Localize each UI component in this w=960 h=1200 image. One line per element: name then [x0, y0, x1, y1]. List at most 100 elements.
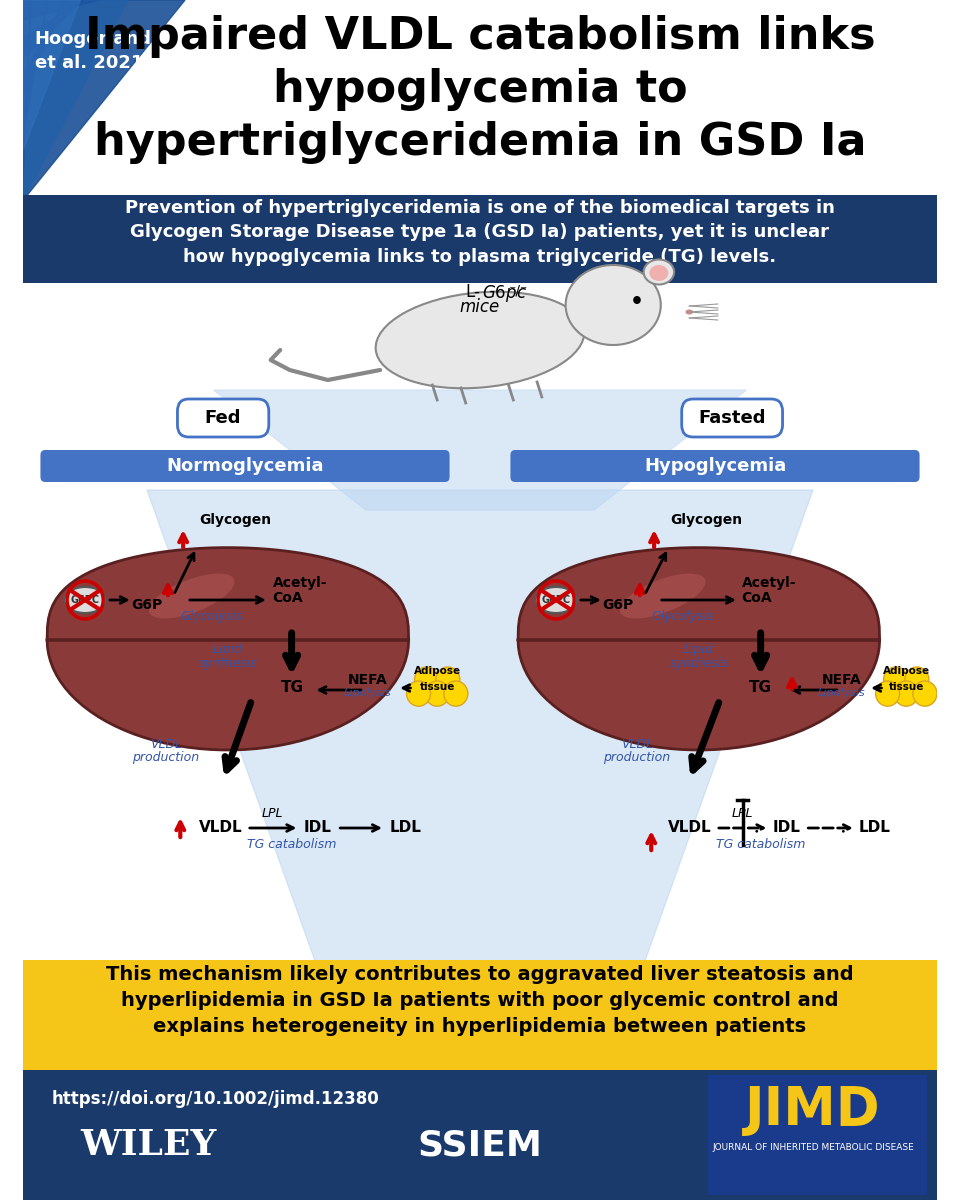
- FancyBboxPatch shape: [40, 450, 449, 482]
- Text: G6PC: G6PC: [541, 595, 570, 605]
- Text: Prevention of hypertriglyceridemia is one of the biomedical targets in
Glycogen : Prevention of hypertriglyceridemia is on…: [125, 199, 835, 265]
- Text: CoA: CoA: [742, 590, 772, 605]
- Text: VLDL: VLDL: [150, 738, 182, 751]
- Text: Acetyl-: Acetyl-: [742, 576, 796, 590]
- Text: Lipolysis: Lipolysis: [344, 688, 392, 698]
- Text: Normoglycemia: Normoglycemia: [166, 457, 324, 475]
- Text: Glycolysis: Glycolysis: [180, 610, 243, 623]
- Bar: [23, 283, 937, 943]
- Text: LDL: LDL: [390, 821, 421, 835]
- Text: Adipose: Adipose: [414, 666, 461, 677]
- Text: VLDL: VLDL: [621, 738, 653, 751]
- Text: Hypoglycemia: Hypoglycemia: [644, 457, 786, 475]
- Circle shape: [895, 680, 918, 706]
- Ellipse shape: [643, 259, 674, 284]
- Bar: [23, 0, 176, 194]
- Text: G6P: G6P: [132, 598, 162, 612]
- Circle shape: [444, 680, 468, 706]
- Circle shape: [436, 667, 460, 692]
- Text: https://doi.org/10.1002/jimd.12380: https://doi.org/10.1002/jimd.12380: [52, 1090, 379, 1108]
- Circle shape: [406, 680, 430, 706]
- Ellipse shape: [685, 310, 693, 314]
- Polygon shape: [23, 0, 54, 176]
- Text: synthesis: synthesis: [199, 656, 257, 670]
- Polygon shape: [23, 0, 81, 150]
- Text: TG catabolism: TG catabolism: [247, 838, 336, 851]
- Text: LPL: LPL: [262, 806, 283, 820]
- Text: Lipolysis: Lipolysis: [818, 688, 865, 698]
- Ellipse shape: [149, 574, 234, 618]
- Text: ⁻/⁻: ⁻/⁻: [509, 283, 528, 296]
- Polygon shape: [23, 0, 185, 200]
- Bar: [23, 1070, 937, 1200]
- Polygon shape: [23, 0, 48, 134]
- Circle shape: [876, 680, 900, 706]
- Ellipse shape: [649, 265, 668, 281]
- Polygon shape: [23, 0, 100, 20]
- Ellipse shape: [64, 587, 107, 613]
- Text: LDL: LDL: [858, 821, 891, 835]
- Text: TG catabolism: TG catabolism: [716, 838, 805, 851]
- Polygon shape: [23, 0, 96, 88]
- Text: Acetyl-: Acetyl-: [273, 576, 327, 590]
- Text: production: production: [132, 751, 200, 764]
- Ellipse shape: [620, 574, 706, 618]
- Text: Lipid: Lipid: [213, 643, 243, 656]
- Text: $\it{G6pc}$: $\it{G6pc}$: [482, 283, 527, 304]
- Text: Glycogen: Glycogen: [200, 514, 272, 527]
- Text: JIMD: JIMD: [745, 1084, 881, 1136]
- Polygon shape: [23, 0, 33, 220]
- Text: G6PC: G6PC: [71, 595, 100, 605]
- Polygon shape: [213, 390, 747, 510]
- Text: NEFA: NEFA: [822, 673, 861, 686]
- Text: mice: mice: [460, 298, 500, 316]
- Polygon shape: [47, 547, 409, 750]
- Text: Adipose: Adipose: [882, 666, 930, 677]
- Text: Lipid: Lipid: [684, 643, 713, 656]
- Polygon shape: [23, 0, 83, 58]
- Ellipse shape: [375, 292, 585, 389]
- Text: Fed: Fed: [204, 409, 241, 427]
- Bar: [708, 1075, 927, 1195]
- Text: TG: TG: [281, 680, 304, 696]
- Text: Glycolysis: Glycolysis: [651, 610, 713, 623]
- Text: TG: TG: [749, 680, 772, 696]
- Polygon shape: [23, 0, 75, 132]
- Text: Hoogerland
et al. 2021: Hoogerland et al. 2021: [35, 30, 152, 72]
- Text: IDL: IDL: [773, 821, 801, 835]
- Circle shape: [883, 667, 907, 692]
- Text: CoA: CoA: [273, 590, 303, 605]
- Text: L-: L-: [466, 283, 480, 301]
- Text: VLDL: VLDL: [200, 821, 243, 835]
- Text: synthesis: synthesis: [669, 656, 729, 670]
- FancyBboxPatch shape: [178, 398, 269, 437]
- Circle shape: [913, 680, 937, 706]
- Text: NEFA: NEFA: [348, 673, 388, 686]
- Text: VLDL: VLDL: [668, 821, 712, 835]
- Text: SSIEM: SSIEM: [418, 1128, 542, 1162]
- Circle shape: [634, 296, 640, 304]
- FancyBboxPatch shape: [682, 398, 782, 437]
- Text: production: production: [604, 751, 670, 764]
- Text: G6P: G6P: [602, 598, 634, 612]
- Circle shape: [425, 680, 449, 706]
- Text: tissue: tissue: [889, 682, 924, 691]
- Text: Fasted: Fasted: [698, 409, 766, 427]
- Circle shape: [905, 667, 929, 692]
- Polygon shape: [518, 547, 879, 750]
- Ellipse shape: [535, 587, 577, 613]
- FancyBboxPatch shape: [511, 450, 920, 482]
- Text: JOURNAL OF INHERITED METABOLIC DISEASE: JOURNAL OF INHERITED METABOLIC DISEASE: [712, 1144, 914, 1152]
- Polygon shape: [23, 0, 31, 172]
- Polygon shape: [23, 0, 128, 200]
- Ellipse shape: [565, 265, 660, 346]
- Text: LPL: LPL: [732, 806, 754, 820]
- Text: tissue: tissue: [420, 682, 455, 691]
- Bar: [23, 960, 937, 1070]
- Circle shape: [415, 667, 439, 692]
- Text: Impaired VLDL catabolism links
hypoglycemia to
hypertriglyceridemia in GSD Ia: Impaired VLDL catabolism links hypoglyce…: [84, 14, 876, 164]
- Text: This mechanism likely contributes to aggravated liver steatosis and
hyperlipidem: This mechanism likely contributes to agg…: [107, 965, 853, 1036]
- Bar: [23, 194, 937, 283]
- Text: IDL: IDL: [304, 821, 332, 835]
- Polygon shape: [23, 0, 65, 96]
